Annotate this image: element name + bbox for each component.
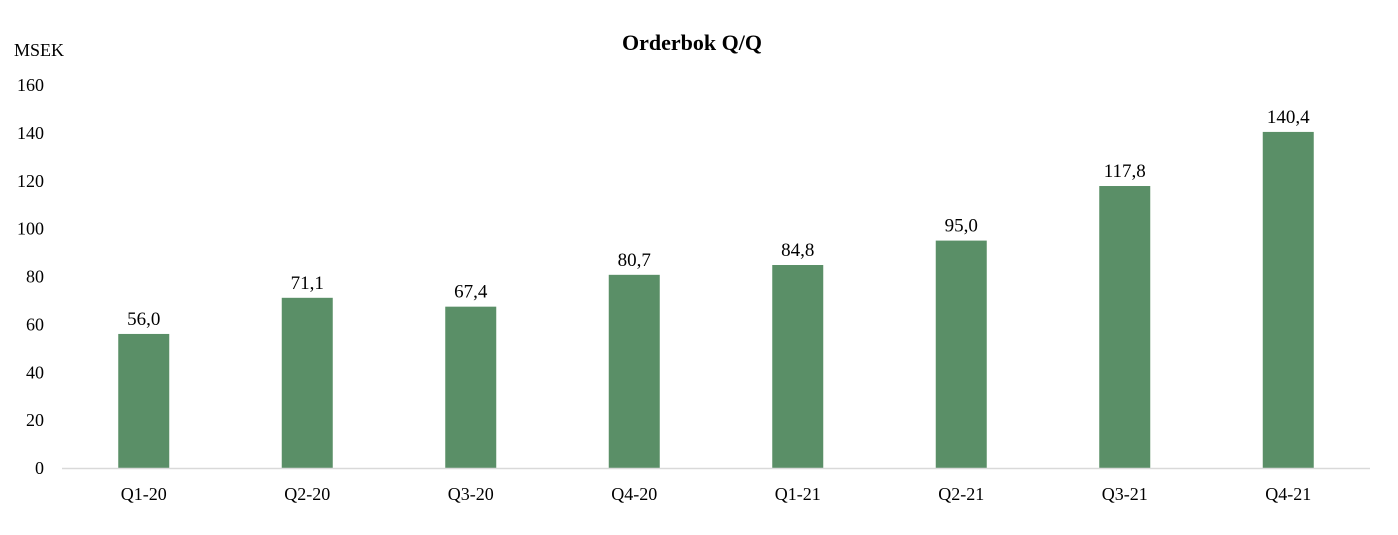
x-tick-label: Q3-21: [1102, 484, 1148, 504]
y-tick-label: 60: [26, 314, 44, 334]
data-label: 56,0: [127, 309, 160, 330]
bar: [445, 306, 497, 468]
x-tick-label: Q1-21: [775, 484, 821, 504]
y-tick-label: 0: [35, 458, 44, 478]
data-labels: 56,0 71,1 67,4 80,7 84,8 95,0 117,8 140,4: [127, 107, 1310, 330]
chart-title: Orderbok Q/Q: [622, 30, 762, 55]
data-label: 117,8: [1104, 161, 1146, 182]
data-label: 71,1: [291, 273, 324, 294]
bar: [935, 240, 987, 468]
y-tick-label: 160: [17, 75, 44, 95]
x-tick-label: Q2-20: [284, 484, 330, 504]
x-tick-label: Q4-21: [1265, 484, 1311, 504]
x-tick-label: Q3-20: [448, 484, 494, 504]
data-label: 80,7: [618, 250, 651, 271]
y-axis-unit-label: MSEK: [14, 40, 64, 60]
y-tick-label: 140: [17, 123, 44, 143]
data-label: 95,0: [945, 216, 978, 237]
y-tick-label: 100: [17, 219, 44, 239]
x-tick-label: Q2-21: [938, 484, 984, 504]
bar-series: [118, 131, 1314, 469]
y-tick-label: 120: [17, 171, 44, 191]
y-tick-label: 20: [26, 410, 44, 430]
y-axis-ticks: 0 20 40 60 80 100 120 140 160: [17, 75, 44, 478]
data-label: 84,8: [781, 240, 814, 261]
y-tick-label: 40: [26, 362, 44, 382]
bar: [118, 333, 170, 468]
x-tick-label: Q4-20: [611, 484, 657, 504]
data-label: 67,4: [454, 282, 488, 303]
x-axis-labels: Q1-20 Q2-20 Q3-20 Q4-20 Q1-21 Q2-21 Q3-21 Q4-21: [121, 484, 1312, 504]
bar: [1262, 131, 1314, 469]
bar: [281, 297, 333, 468]
bar: [772, 265, 824, 468]
x-tick-label: Q1-20: [121, 484, 167, 504]
bar: [608, 274, 660, 468]
y-tick-label: 80: [26, 267, 44, 287]
bar: [1099, 186, 1151, 469]
data-label: 140,4: [1267, 107, 1310, 128]
